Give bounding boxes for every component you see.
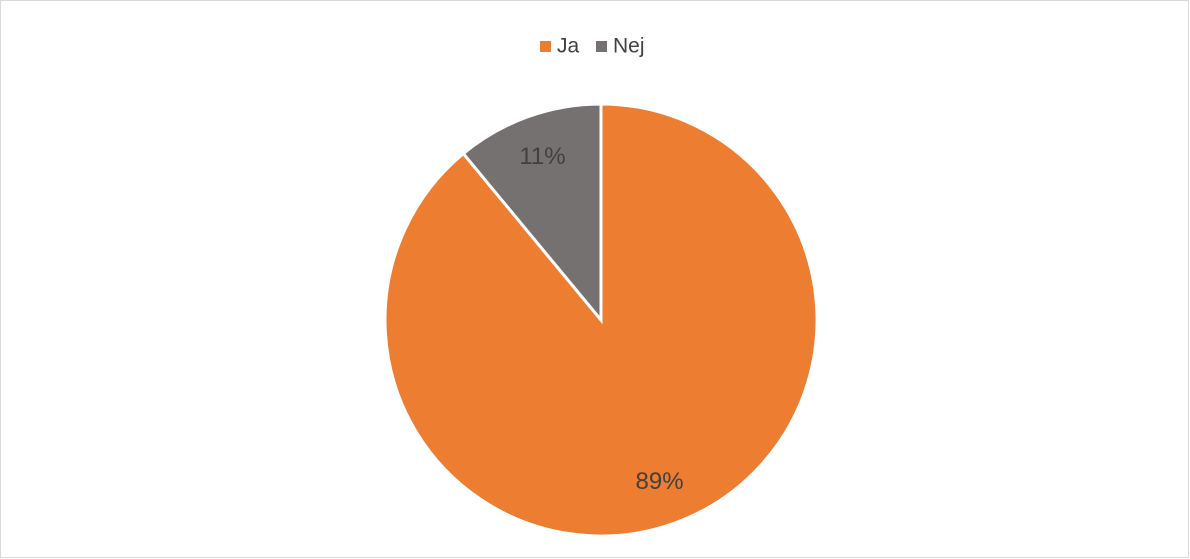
legend-label: Ja [557,35,580,58]
data-label: 11% [519,143,565,170]
data-label: 89% [636,468,684,495]
legend-swatch [540,41,551,52]
pie-slice [461,102,603,325]
legend-label: Nej [613,35,645,58]
legend-swatch [596,41,607,52]
